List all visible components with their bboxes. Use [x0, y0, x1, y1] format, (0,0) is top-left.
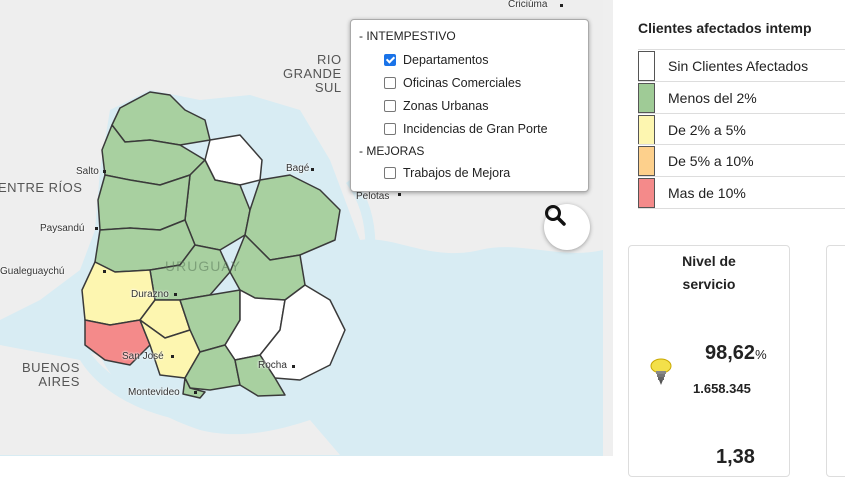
legend-swatch: [638, 114, 655, 145]
label-entre-rios: ENTRE RÍOS: [0, 180, 83, 195]
city-dot-gualeguaychu: [103, 270, 106, 273]
service-level-title: Nivel de servicio: [682, 253, 736, 292]
city-dot-paysandu: [95, 227, 98, 230]
city-dot-bage: [311, 168, 314, 171]
layer-group-intempestivo: - INTEMPESTIVO: [359, 29, 456, 43]
lagoon: [340, 177, 376, 343]
city-dot-montevideo: [194, 391, 197, 394]
label-city-durazno: Durazno: [131, 289, 169, 300]
layer-label-oficinas-comerciales: Oficinas Comerciales: [403, 76, 522, 90]
label-city-paysandu: Paysandú: [40, 223, 85, 234]
search-icon: [545, 205, 566, 226]
label-city-gualeguaychu: Gualeguaychú: [0, 266, 65, 277]
legend-label: Menos del 2%: [668, 89, 757, 106]
department-paysandu: [97, 174, 191, 231]
legend-label: Sin Clientes Afectados: [668, 57, 809, 74]
service-level-value: 98,62%: [705, 342, 767, 365]
label-city-san-jose: San José: [122, 351, 164, 362]
checkbox-departamentos[interactable]: [384, 54, 396, 66]
service-level-count: 1.658.345: [693, 381, 751, 396]
layer-option-trabajos-de-mejora[interactable]: Trabajos de Mejora: [384, 166, 510, 180]
next-value: 1,38: [716, 446, 755, 468]
layer-group-mejoras: - MEJORAS: [359, 144, 425, 158]
department-cerro-largo: [244, 174, 341, 261]
legend-item: De 2% a 5%: [638, 113, 845, 145]
legend-label: Mas de 10%: [668, 184, 746, 201]
map[interactable]: RIO GRANDE SUL ENTRE RÍOS BUENOS AIRES U…: [0, 0, 603, 456]
layer-label-incidencias-gran-porte: Incidencias de Gran Porte: [403, 122, 548, 136]
label-city-rocha: Rocha: [258, 360, 287, 371]
river-plate: [0, 320, 320, 423]
layer-label-trabajos-de-mejora: Trabajos de Mejora: [403, 166, 511, 180]
layer-option-incidencias-gran-porte[interactable]: Incidencias de Gran Porte: [384, 122, 548, 136]
legend-item: Mas de 10%: [638, 176, 845, 209]
label-buenos-aires: BUENOS AIRES: [22, 360, 80, 389]
checkbox-incidencias-gran-porte[interactable]: [384, 123, 396, 135]
legend-label: De 5% a 10%: [668, 152, 754, 169]
label-city-bage: Bagé: [286, 163, 310, 174]
secondary-card: [826, 245, 845, 477]
label-rio-grande: RIO GRANDE SUL: [283, 52, 342, 95]
layer-label-departamentos: Departamentos: [403, 53, 489, 67]
legend-title: Clientes afectados intemp: [638, 20, 812, 36]
layer-label-zonas-urbanas: Zonas Urbanas: [403, 99, 489, 113]
legend-swatch: [638, 177, 655, 208]
checkbox-oficinas-comerciales[interactable]: [384, 77, 396, 89]
city-dot-pelotas: [398, 193, 401, 196]
city-dot-rocha: [292, 365, 295, 368]
city-dot-san-jose: [171, 355, 174, 358]
label-city-criciuma: Criciúma: [508, 0, 548, 10]
map-search-button[interactable]: [544, 204, 590, 250]
department-montevideo: [182, 377, 206, 399]
label-city-salto: Salto: [76, 166, 99, 177]
city-dot-salto: [103, 170, 106, 173]
legend-item: Menos del 2%: [638, 81, 845, 113]
lightbulb-icon: [650, 358, 672, 385]
department-maldonado: [234, 354, 286, 397]
service-level-unit: %: [755, 347, 767, 362]
layer-control: - INTEMPESTIVO Departamentos Oficinas Co…: [350, 19, 589, 192]
label-uruguay: URUGUAY: [165, 258, 241, 274]
department-colonia: [84, 319, 151, 366]
layer-option-oficinas-comerciales[interactable]: Oficinas Comerciales: [384, 76, 521, 90]
checkbox-trabajos-de-mejora[interactable]: [384, 167, 396, 179]
legend-swatch: [638, 145, 655, 176]
layer-option-zonas-urbanas[interactable]: Zonas Urbanas: [384, 99, 488, 113]
label-city-montevideo: Montevideo: [128, 387, 180, 398]
panel-divider: [603, 0, 613, 456]
legend-item: De 5% a 10%: [638, 144, 845, 176]
legend-item: Sin Clientes Afectados: [638, 49, 845, 81]
label-city-pelotas: Pelotas: [356, 191, 390, 202]
layer-option-departamentos[interactable]: Departamentos: [384, 53, 488, 67]
department-rocha: [259, 284, 346, 381]
legend-swatch: [638, 50, 655, 81]
checkbox-zonas-urbanas[interactable]: [384, 100, 396, 112]
legend-label: De 2% a 5%: [668, 121, 746, 138]
city-dot-criciuma: [560, 4, 563, 7]
city-dot-durazno: [174, 293, 177, 296]
service-level-number: 98,62: [705, 342, 756, 364]
legend-swatch: [638, 82, 655, 113]
